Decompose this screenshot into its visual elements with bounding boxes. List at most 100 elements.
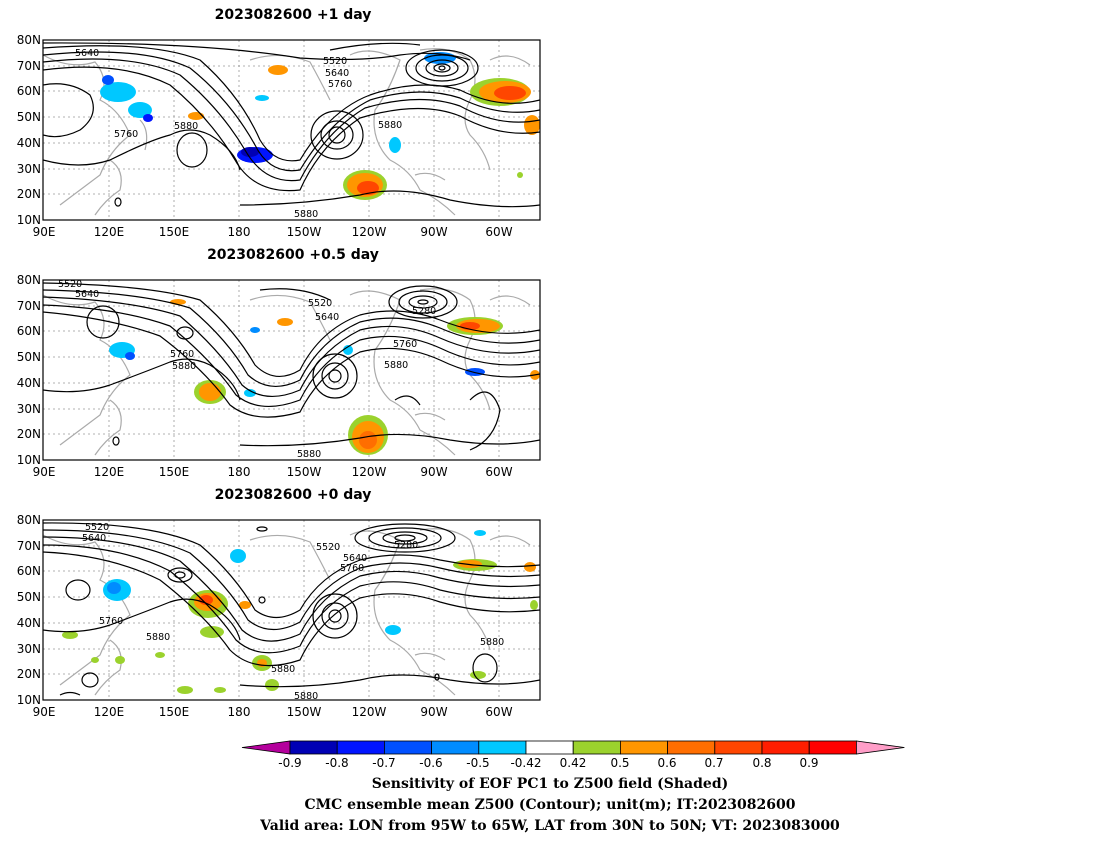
panel-3-lat-labels: 80N 70N 60N 50N 40N 30N 20N 10N [17, 513, 41, 707]
contour-label: 5640 [325, 68, 349, 79]
lat-label: 80N [17, 33, 41, 47]
colorbar-arrow-left [241, 740, 291, 755]
colorbar-cell [525, 740, 574, 755]
lon-label: 150W [287, 225, 322, 239]
contour-label: 5760 [328, 79, 352, 90]
panel-2-lon-labels: 90E 120E 150E 180 150W 120W 90W 60W [33, 465, 513, 479]
lon-label: 90E [33, 225, 56, 239]
lon-label: 60W [485, 225, 512, 239]
colorbar-tick-label: -0.9 [278, 756, 301, 770]
lon-label: 150E [159, 705, 190, 719]
panel-1-negative-shading [100, 52, 456, 163]
panel-2-positive-shading [170, 299, 540, 455]
lat-label: 20N [17, 667, 41, 681]
lon-label: 90E [33, 465, 56, 479]
colorbar-cell [714, 740, 763, 755]
lat-label: 40N [17, 616, 41, 630]
panel-3-frame [42, 519, 541, 701]
panel-3-map: 5520 5640 5520 5640 5760 5280 5760 5880 … [17, 513, 541, 719]
caption-line-2: CMC ensemble mean Z500 (Contour); unit(m… [304, 797, 796, 813]
lat-label: 10N [17, 213, 41, 227]
colorbar-tick-label: -0.8 [325, 756, 348, 770]
colorbar-cell [808, 740, 857, 755]
lat-label: 80N [17, 513, 41, 527]
contour-label: 5640 [82, 533, 106, 544]
lat-label: 60N [17, 324, 41, 338]
panel-1-frame [42, 39, 541, 221]
lon-label: 120W [352, 465, 387, 479]
lat-label: 20N [17, 187, 41, 201]
contour-label: 5880 [294, 691, 318, 702]
caption-line-1: Sensitivity of EOF PC1 to Z500 field (Sh… [371, 776, 729, 792]
contour-label: 5760 [340, 563, 364, 574]
lat-label: 40N [17, 136, 41, 150]
panel-1-positive-shading [188, 65, 540, 200]
caption-line-3: Valid area: LON from 95W to 65W, LAT fro… [260, 818, 840, 834]
contour-label: 5520 [85, 522, 109, 533]
panel-1-coastlines [43, 48, 531, 216]
colorbar-tick-label: -0.6 [419, 756, 442, 770]
colorbar-tick-label: 0.8 [752, 756, 771, 770]
contour-label: 5280 [394, 540, 418, 551]
panel-1-map: 5640 5520 5640 5760 5760 5880 5880 5880 … [17, 33, 541, 239]
panel-3-title: 2023082600 +0 day [214, 487, 372, 503]
panel-3-negative-shading [103, 530, 486, 635]
colorbar-cell [289, 740, 338, 755]
contour-label: 5880 [271, 664, 295, 675]
panel-1-contour-labels: 5640 5520 5640 5760 5760 5880 5880 5880 [75, 48, 402, 220]
lon-label: 120E [94, 705, 125, 719]
lon-label: 90W [420, 225, 447, 239]
lon-label: 90W [420, 465, 447, 479]
contour-label: 5640 [343, 553, 367, 564]
contour-label: 5640 [315, 312, 339, 323]
lon-label: 120W [352, 705, 387, 719]
lon-label: 150E [159, 225, 190, 239]
panel-1-lon-labels: 90E 120E 150E 180 150W 120W 90W 60W [33, 225, 513, 239]
colorbar-cell [572, 740, 621, 755]
colorbar-cell [761, 740, 810, 755]
panel-3-contour-labels: 5520 5640 5520 5640 5760 5280 5760 5880 … [82, 522, 504, 702]
panel-3-contours [43, 522, 540, 696]
contour-label: 5880 [174, 121, 198, 132]
colorbar-cell [336, 740, 385, 755]
contour-label: 5280 [412, 306, 436, 317]
colorbar-tick-label: 0.6 [657, 756, 676, 770]
contour-label: 5640 [75, 289, 99, 300]
lon-label: 150W [287, 465, 322, 479]
colorbar-cell [667, 740, 716, 755]
lon-label: 150E [159, 465, 190, 479]
panel-2-map: 5520 5640 5520 5640 5280 5760 5760 5880 … [17, 273, 541, 479]
contour-label: 5520 [308, 298, 332, 309]
panel-2-title: 2023082600 +0.5 day [207, 247, 379, 263]
contour-label: 5880 [480, 637, 504, 648]
lat-label: 50N [17, 110, 41, 124]
panel-1-contours [43, 42, 540, 208]
lon-label: 180 [228, 225, 251, 239]
panel-1-lat-labels: 80N 70N 60N 50N 40N 30N 20N 10N [17, 33, 41, 227]
lat-label: 20N [17, 427, 41, 441]
panel-2-contour-labels: 5520 5640 5520 5640 5280 5760 5760 5880 … [58, 279, 436, 460]
colorbar-cell [383, 740, 432, 755]
colorbar-cell [620, 740, 669, 755]
lon-label: 120E [94, 225, 125, 239]
lat-label: 80N [17, 273, 41, 287]
panel-2-coastlines [43, 288, 531, 456]
panel-2-contours [43, 282, 540, 451]
contour-label: 5640 [75, 48, 99, 59]
lat-label: 30N [17, 402, 41, 416]
contour-label: 5520 [316, 542, 340, 553]
colorbar-tick-label: -0.42 [510, 756, 541, 770]
contour-label: 5880 [297, 449, 321, 460]
lon-label: 180 [228, 465, 251, 479]
lat-label: 40N [17, 376, 41, 390]
panel-1-title: 2023082600 +1 day [214, 7, 372, 23]
contour-label: 5760 [393, 339, 417, 350]
colorbar-arrow-right [856, 740, 905, 755]
colorbar: -0.9 -0.8 -0.7 -0.6 -0.5 -0.42 0.42 0.5 … [241, 740, 905, 770]
contour-label: 5880 [384, 360, 408, 371]
colorbar-tick-label: 0.7 [704, 756, 723, 770]
lat-label: 50N [17, 350, 41, 364]
lat-label: 70N [17, 59, 41, 73]
contour-label: 5520 [58, 279, 82, 290]
